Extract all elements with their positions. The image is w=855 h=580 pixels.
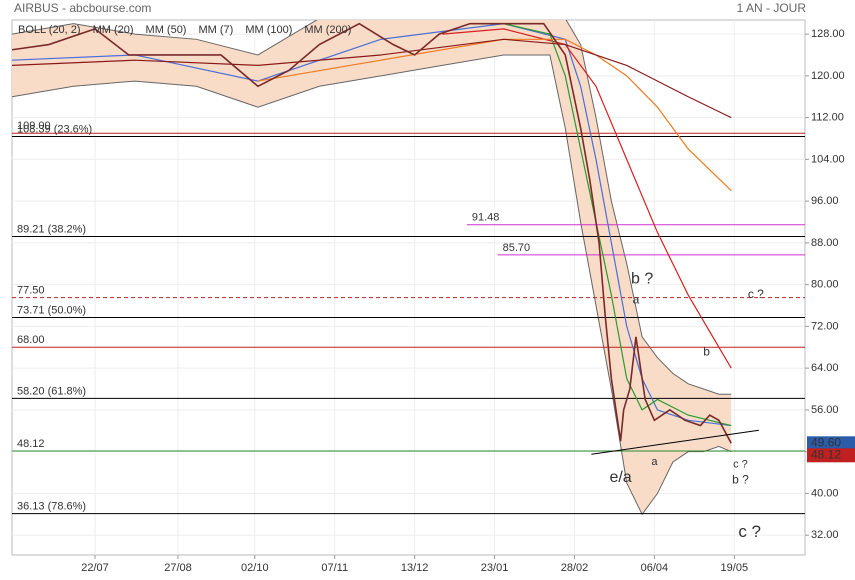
ma-line: [12, 38, 732, 119]
annotation: c ?: [733, 459, 748, 471]
annotation: b ?: [631, 271, 653, 288]
level-label: 73.71 (50.0%): [17, 304, 86, 316]
y-tick-label: 56.00: [811, 404, 839, 416]
legend-entry: MM (50): [146, 24, 187, 36]
x-tick-label: 23/01: [481, 562, 509, 574]
annotation: c ?: [748, 287, 764, 301]
level-label: 58.20 (61.8%): [17, 385, 86, 397]
ma-line: [12, 23, 732, 427]
x-tick-label: 22/07: [81, 562, 109, 574]
last-value-box: [807, 448, 855, 463]
y-tick-label: 88.00: [811, 237, 839, 249]
x-tick-label: 02/10: [241, 562, 269, 574]
level-label: 109.00: [17, 120, 51, 132]
x-tick-label: 28/02: [561, 562, 589, 574]
last-value-label: 48.12: [811, 447, 841, 461]
y-tick-label: 72.00: [811, 320, 839, 332]
x-tick-label: 27/08: [164, 562, 192, 574]
y-tick-label: 32.00: [811, 529, 839, 541]
annotation: c ?: [738, 522, 761, 541]
band-fill: [12, 20, 732, 515]
level-label: 85.70: [503, 242, 531, 254]
x-tick-label: 13/12: [401, 562, 429, 574]
y-tick-label: 96.00: [811, 195, 839, 207]
level-label: 89.21 (38.2%): [17, 223, 86, 235]
plot-frame: [11, 19, 806, 556]
y-tick-label: 112.00: [811, 112, 844, 124]
trend-line: [591, 429, 759, 455]
legend-entry: MM (200): [304, 24, 351, 36]
annotation: a: [651, 456, 658, 468]
legend-entry: BOLL (20, 2): [18, 24, 81, 36]
annotation: e/a: [609, 469, 631, 486]
last-value-box: [807, 436, 855, 451]
band-lower: [12, 54, 732, 516]
band-upper: [12, 20, 732, 395]
level-label: 68.00: [17, 334, 45, 346]
annotation: b: [703, 345, 710, 359]
legend-entry: MM (100): [245, 24, 292, 36]
chart-title: AIRBUS - abcbourse.com: [14, 1, 151, 15]
ma-line: [442, 28, 732, 369]
y-tick-label: 64.00: [811, 362, 839, 374]
y-tick-label: 80.00: [811, 279, 839, 291]
level-label: 48.12: [17, 438, 45, 450]
level-label: 77.50: [17, 285, 45, 297]
x-tick-label: 19/05: [721, 562, 749, 574]
annotation: b ?: [732, 473, 749, 487]
annotation: a: [633, 292, 640, 306]
level-label: 108.39 (23.6%): [17, 123, 92, 135]
x-tick-label: 07/11: [321, 562, 348, 574]
y-tick-label: 104.00: [811, 153, 845, 165]
plot-area: [12, 20, 805, 555]
legend-entry: MM (7): [198, 24, 233, 36]
y-tick-label: 40.00: [811, 487, 839, 499]
price-line: [12, 22, 732, 444]
legend-entry: MM (20): [93, 24, 134, 36]
level-label: 36.13 (78.6%): [17, 501, 86, 513]
y-tick-label: 128.00: [811, 28, 845, 40]
x-tick-label: 06/04: [641, 562, 669, 574]
last-value-label: 49.60: [811, 435, 841, 449]
ma-line: [503, 23, 732, 427]
chart-subtitle: 1 AN - JOUR: [737, 1, 807, 15]
level-label: 91.48: [472, 212, 500, 224]
y-tick-label: 120.00: [811, 70, 845, 82]
